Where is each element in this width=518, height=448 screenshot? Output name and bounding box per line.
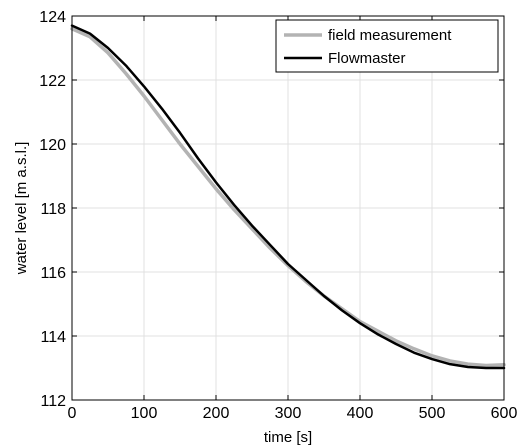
y-tick-label: 118 [40,201,66,218]
y-axis-title: water level [m a.s.l.] [13,142,30,276]
x-tick-label: 500 [419,405,446,422]
x-axis-title: time [s] [264,429,312,446]
legend-box [275,19,499,73]
x-tick-label: 300 [275,405,302,422]
y-tick-label: 122 [39,73,66,90]
y-tick-label: 112 [40,393,66,410]
series-layer [70,24,506,370]
legend-label-field-measurement: field measurement [328,27,452,44]
legend-label-flowmaster: Flowmaster [328,50,406,67]
x-tick-label: 100 [131,405,158,422]
y-tick-label: 124 [39,9,66,26]
tick-labels: 0 100 200 300 400 500 600 112 114 116 118 120 122 124 [39,9,517,422]
y-tick-label: 120 [39,137,66,154]
axis-ticks [71,15,505,401]
x-tick-label: 200 [203,405,230,422]
legend: field measurement Flowmaster [275,19,499,73]
x-tick-label: 0 [68,405,77,422]
series-line-flowmaster [70,24,506,370]
y-tick-label: 116 [40,265,66,282]
y-tick-label: 114 [40,329,66,346]
x-tick-label: 600 [491,405,518,422]
x-tick-label: 400 [347,405,374,422]
